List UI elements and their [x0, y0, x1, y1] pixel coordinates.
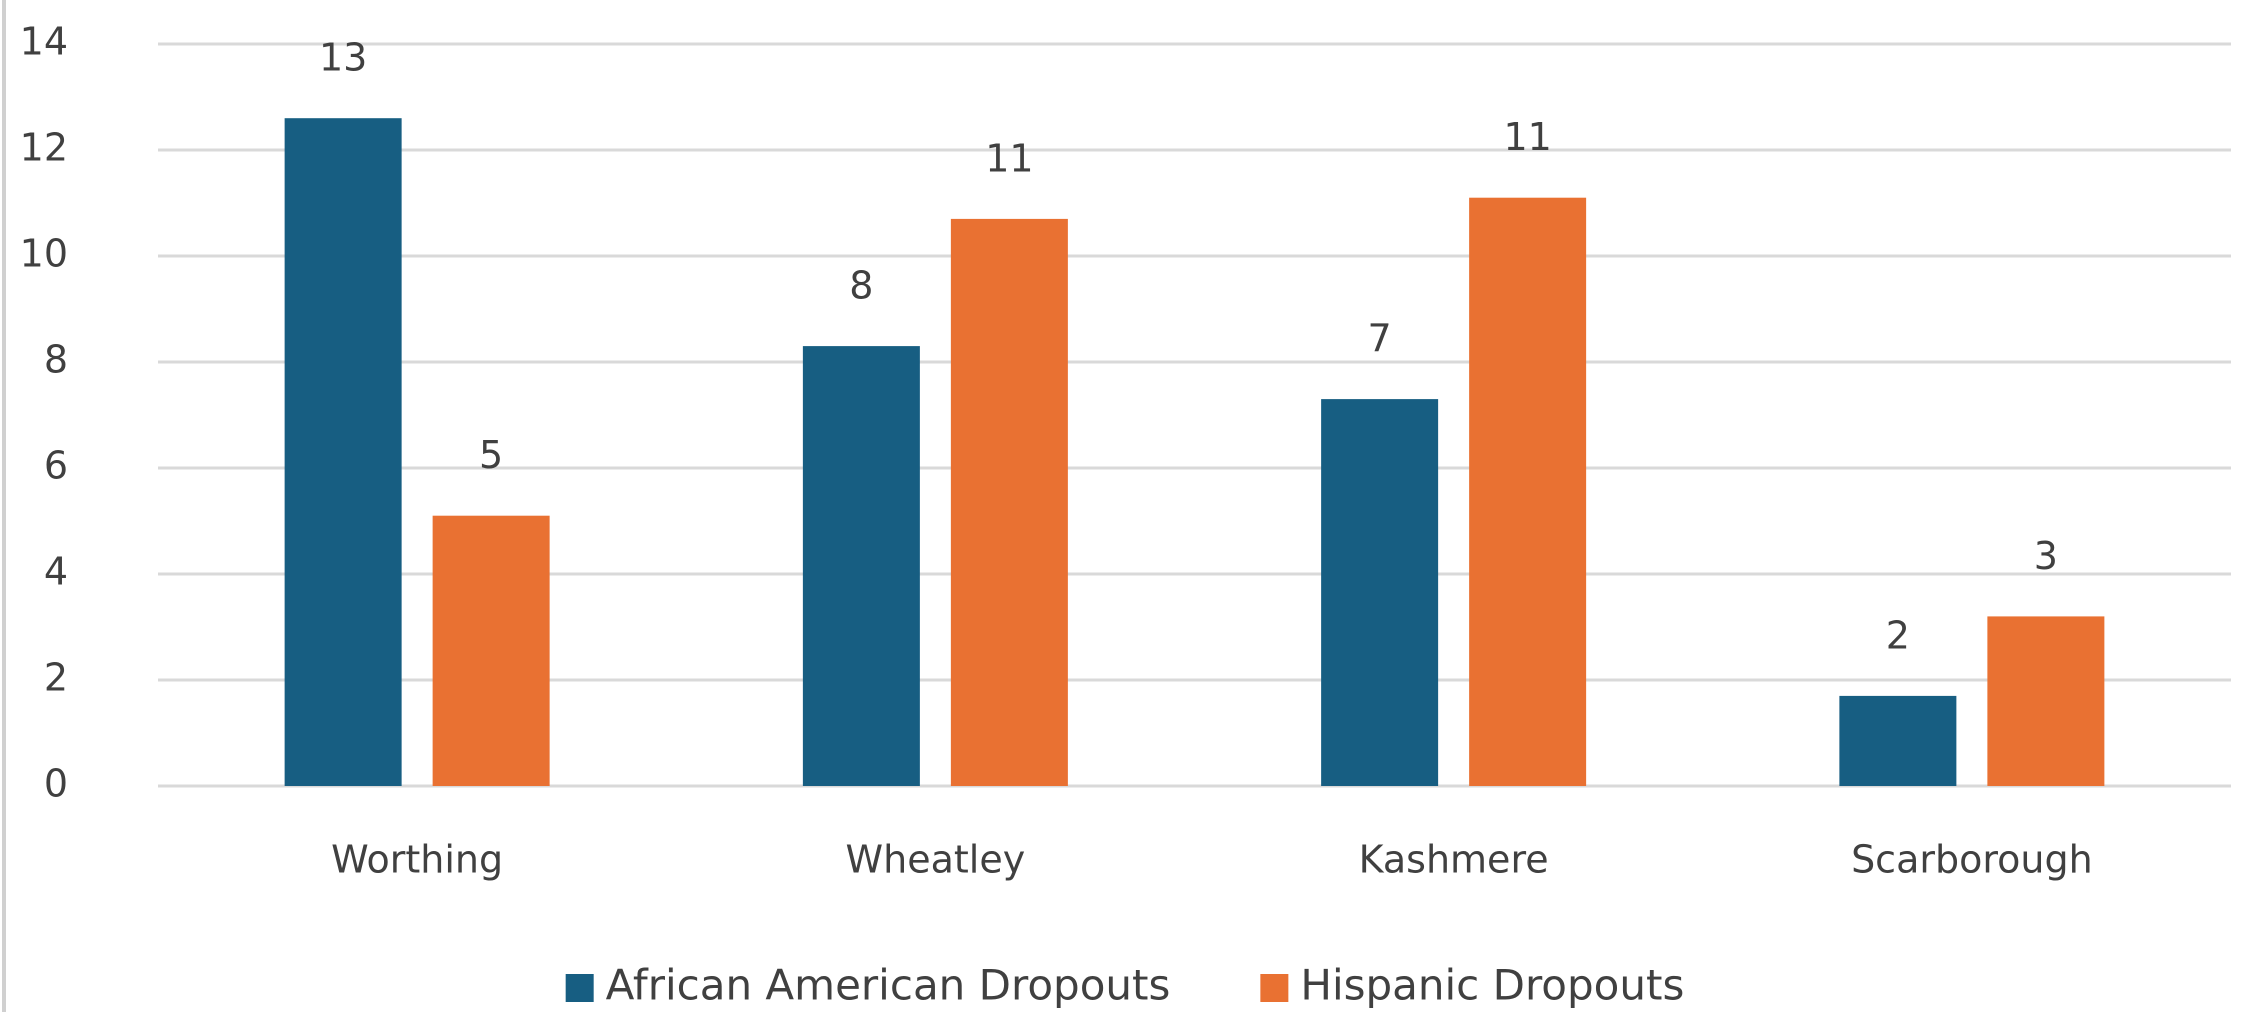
data-label: 11	[985, 136, 1033, 180]
y-tick-label: 10	[20, 232, 68, 276]
x-tick-label: Scarborough	[1851, 838, 2093, 882]
bar	[1839, 695, 1957, 786]
bar	[284, 118, 402, 786]
legend-swatch	[565, 974, 594, 1002]
y-tick-label: 14	[20, 20, 68, 64]
legend-label: Hispanic Dropouts	[1300, 961, 1684, 1010]
legend-label: African American Dropouts	[606, 961, 1171, 1010]
data-label: 7	[1368, 317, 1392, 361]
bar	[950, 218, 1068, 786]
y-tick-label: 12	[20, 126, 68, 170]
x-tick-label: Kashmere	[1359, 838, 1549, 882]
bar	[1321, 399, 1439, 786]
y-tick-label: 4	[44, 550, 68, 594]
bar	[1987, 616, 2105, 786]
data-label: 2	[1886, 613, 1910, 657]
x-tick-label: Worthing	[331, 838, 503, 882]
bar	[432, 515, 550, 786]
legend-swatch	[1260, 974, 1289, 1002]
bar	[802, 346, 920, 786]
data-label: 11	[1503, 115, 1551, 159]
y-tick-label: 0	[44, 762, 68, 806]
y-tick-label: 2	[44, 656, 68, 700]
y-tick-label: 6	[44, 444, 68, 488]
data-label: 8	[849, 264, 873, 308]
data-label: 13	[319, 36, 367, 80]
x-tick-label: Wheatley	[846, 838, 1026, 882]
bar	[1469, 197, 1587, 786]
data-label: 3	[2034, 534, 2058, 578]
data-label: 5	[479, 433, 503, 477]
y-tick-label: 8	[44, 338, 68, 382]
